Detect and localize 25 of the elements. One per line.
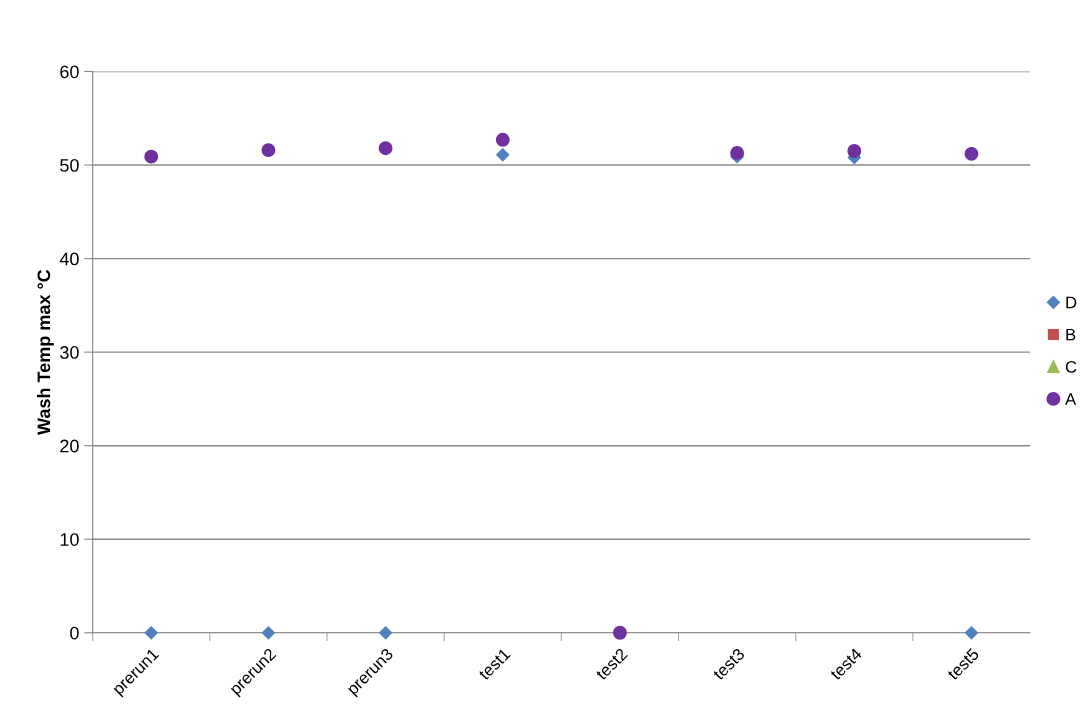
point — [964, 626, 979, 640]
y-tick-label: 50 — [60, 158, 79, 172]
legend-label: C — [1065, 360, 1077, 373]
point — [496, 148, 510, 162]
point — [378, 626, 393, 640]
point — [612, 625, 627, 640]
y-tick-label: 40 — [59, 252, 79, 266]
legend-label: A — [1065, 393, 1077, 405]
point — [144, 149, 159, 164]
point — [964, 146, 979, 161]
point — [261, 626, 276, 640]
legend-label: B — [1066, 328, 1076, 341]
y-tick-label: 10 — [60, 533, 79, 546]
y-tick-label: 30 — [60, 346, 79, 359]
y-tick-label: 0 — [70, 626, 79, 640]
point — [378, 141, 393, 156]
legend-label: D — [1066, 296, 1077, 309]
y-tick-label: 60 — [60, 65, 79, 79]
y-axis-title: Wash Temp max °C — [36, 269, 54, 435]
point — [847, 144, 862, 158]
point — [144, 626, 158, 640]
point — [261, 143, 276, 158]
y-tick-label: 20 — [60, 439, 79, 453]
point — [495, 132, 510, 147]
point — [730, 145, 745, 160]
